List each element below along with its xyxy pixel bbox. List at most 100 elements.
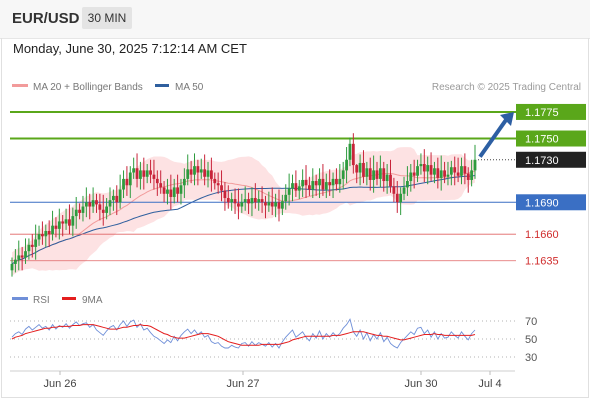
candle-body bbox=[206, 170, 210, 177]
candle-body bbox=[260, 199, 264, 203]
candle-body bbox=[223, 190, 227, 199]
candle-body bbox=[162, 187, 166, 194]
candle-body bbox=[17, 255, 21, 260]
candle-body bbox=[64, 219, 68, 224]
candle-body bbox=[128, 172, 132, 186]
candle-body bbox=[68, 219, 71, 226]
rsi-legend-swatch bbox=[12, 297, 28, 300]
candle-body bbox=[470, 170, 474, 180]
candle-body bbox=[362, 162, 365, 177]
candle-body bbox=[108, 200, 112, 207]
candle-body bbox=[291, 183, 294, 189]
candle-body bbox=[335, 178, 338, 185]
candle-body bbox=[311, 181, 315, 190]
candle-body bbox=[287, 188, 291, 195]
x-tick-label: Jul 4 bbox=[478, 378, 501, 390]
candle-body bbox=[247, 199, 250, 204]
candle-body bbox=[341, 170, 345, 179]
candle-body bbox=[382, 168, 386, 182]
candle-body bbox=[149, 170, 152, 175]
candle-body bbox=[125, 178, 129, 186]
candle-body bbox=[243, 199, 247, 203]
candle-body bbox=[351, 143, 355, 166]
chart-legend: MA 20 + Bollinger Bands MA 50 Research ©… bbox=[12, 82, 581, 306]
candle-body bbox=[321, 178, 325, 190]
rsi-tick-label: 70 bbox=[525, 316, 537, 328]
ma20-legend-label: MA 20 + Bollinger Bands bbox=[33, 82, 143, 93]
candle-body bbox=[406, 181, 409, 188]
candle-body bbox=[216, 183, 220, 186]
candle-body bbox=[318, 178, 321, 186]
candle-body bbox=[355, 165, 359, 173]
forecast-arrowhead bbox=[500, 111, 514, 126]
x-axis: Jun 26 Jun 27 Jun 30 Jul 4 bbox=[10, 370, 515, 390]
rsi-ma-legend-label: 9MA bbox=[82, 295, 103, 306]
current-price-box bbox=[516, 151, 586, 168]
candle-body bbox=[169, 189, 173, 197]
candle-body bbox=[61, 221, 65, 224]
ma50-legend-label: MA 50 bbox=[175, 82, 204, 93]
candle-body bbox=[179, 185, 183, 194]
rsi-ma-legend-swatch bbox=[62, 297, 76, 300]
rsi-tick-label: 30 bbox=[525, 352, 537, 364]
candle-body bbox=[88, 202, 92, 207]
candle-body bbox=[280, 201, 284, 209]
candle-body bbox=[81, 206, 85, 213]
candle-body bbox=[213, 178, 217, 184]
candlesticks bbox=[10, 133, 477, 277]
candle-body bbox=[115, 195, 119, 203]
candle-body bbox=[274, 202, 278, 207]
candle-body bbox=[284, 194, 288, 202]
candle-body bbox=[358, 162, 362, 173]
ma20-line bbox=[11, 170, 476, 265]
support-label: 1.1660 bbox=[525, 229, 559, 241]
candle-body bbox=[41, 234, 44, 237]
candle-body bbox=[51, 225, 54, 235]
bollinger-bands bbox=[12, 147, 475, 276]
x-tick-label: Jun 27 bbox=[226, 378, 259, 390]
candle-body bbox=[433, 168, 436, 175]
rsi-tick-label: 50 bbox=[525, 334, 537, 346]
candle-body bbox=[47, 230, 51, 235]
candle-body bbox=[172, 187, 176, 197]
candle-body bbox=[152, 174, 156, 179]
candle-body bbox=[436, 168, 440, 178]
candle-body bbox=[460, 166, 463, 176]
candle-body bbox=[314, 181, 318, 186]
x-tick-label: Jun 26 bbox=[43, 378, 76, 390]
candle-body bbox=[37, 234, 41, 240]
candle-body bbox=[267, 202, 271, 206]
candle-body bbox=[328, 182, 332, 186]
candle-body bbox=[24, 251, 27, 258]
candle-body bbox=[449, 167, 453, 175]
candle-body bbox=[375, 170, 379, 179]
ma20-legend-swatch bbox=[12, 84, 28, 87]
candle-body bbox=[250, 198, 254, 204]
resistance-label: 1.1775 bbox=[525, 107, 559, 119]
candle-body bbox=[324, 182, 328, 190]
chart-datetime: Monday, June 30, 2025 7:12:14 AM CET bbox=[13, 41, 247, 56]
candle-body bbox=[57, 221, 61, 229]
candle-body bbox=[253, 198, 257, 203]
candle-body bbox=[111, 195, 115, 201]
candle-body bbox=[345, 159, 348, 171]
support-label: 1.1635 bbox=[525, 256, 559, 268]
candle-body bbox=[385, 174, 389, 182]
candle-body bbox=[166, 189, 169, 194]
candle-body bbox=[338, 178, 342, 185]
candle-body bbox=[419, 164, 423, 167]
candle-body bbox=[230, 199, 234, 203]
candle-body bbox=[453, 167, 457, 173]
candle-body bbox=[426, 165, 430, 172]
key-levels: 1.1775 1.1750 1.1730 1.1690 1.1660 1.1635 bbox=[10, 103, 586, 268]
candle-body bbox=[203, 169, 207, 177]
candle-body bbox=[54, 225, 58, 229]
candle-body bbox=[277, 202, 281, 209]
candle-body bbox=[155, 178, 159, 184]
candle-body bbox=[301, 179, 305, 187]
candle-body bbox=[257, 199, 261, 203]
timeframe-button[interactable]: 30 MIN bbox=[82, 7, 132, 29]
candle-body bbox=[237, 203, 240, 207]
bollinger-band-area bbox=[12, 147, 475, 276]
